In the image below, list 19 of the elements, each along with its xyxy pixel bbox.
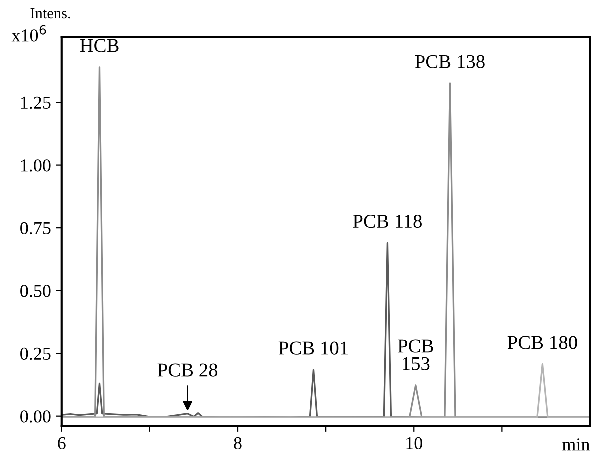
y-tick-label: 0.00 [20,410,51,423]
annotation: PCB 28 [158,364,218,377]
annotation: PCB 180 [508,336,578,350]
y-tick-label: 0.25 [20,348,51,360]
y-tick-label: 0.75 [20,222,51,235]
annotation: PCB 138 [415,55,485,68]
y-axis-title: Intens. [30,8,70,19]
x-axis-title: min [562,438,590,451]
annotation: PCB 153 [398,340,434,370]
annotation: PCB 101 [278,342,348,355]
y-tick-label: 1.00 [21,160,51,172]
x-tick-label: 6 [58,437,66,450]
y-tick-label: 1.25 [21,96,51,110]
x-tick-label: 8 [234,437,242,450]
annotation: HCB [80,39,119,52]
annotation: PCB 118 [353,214,422,228]
text: x10$^{6}$ [12,25,46,42]
x-tick-label: 10 [406,437,422,450]
y-tick-label: 0.50 [20,285,51,298]
